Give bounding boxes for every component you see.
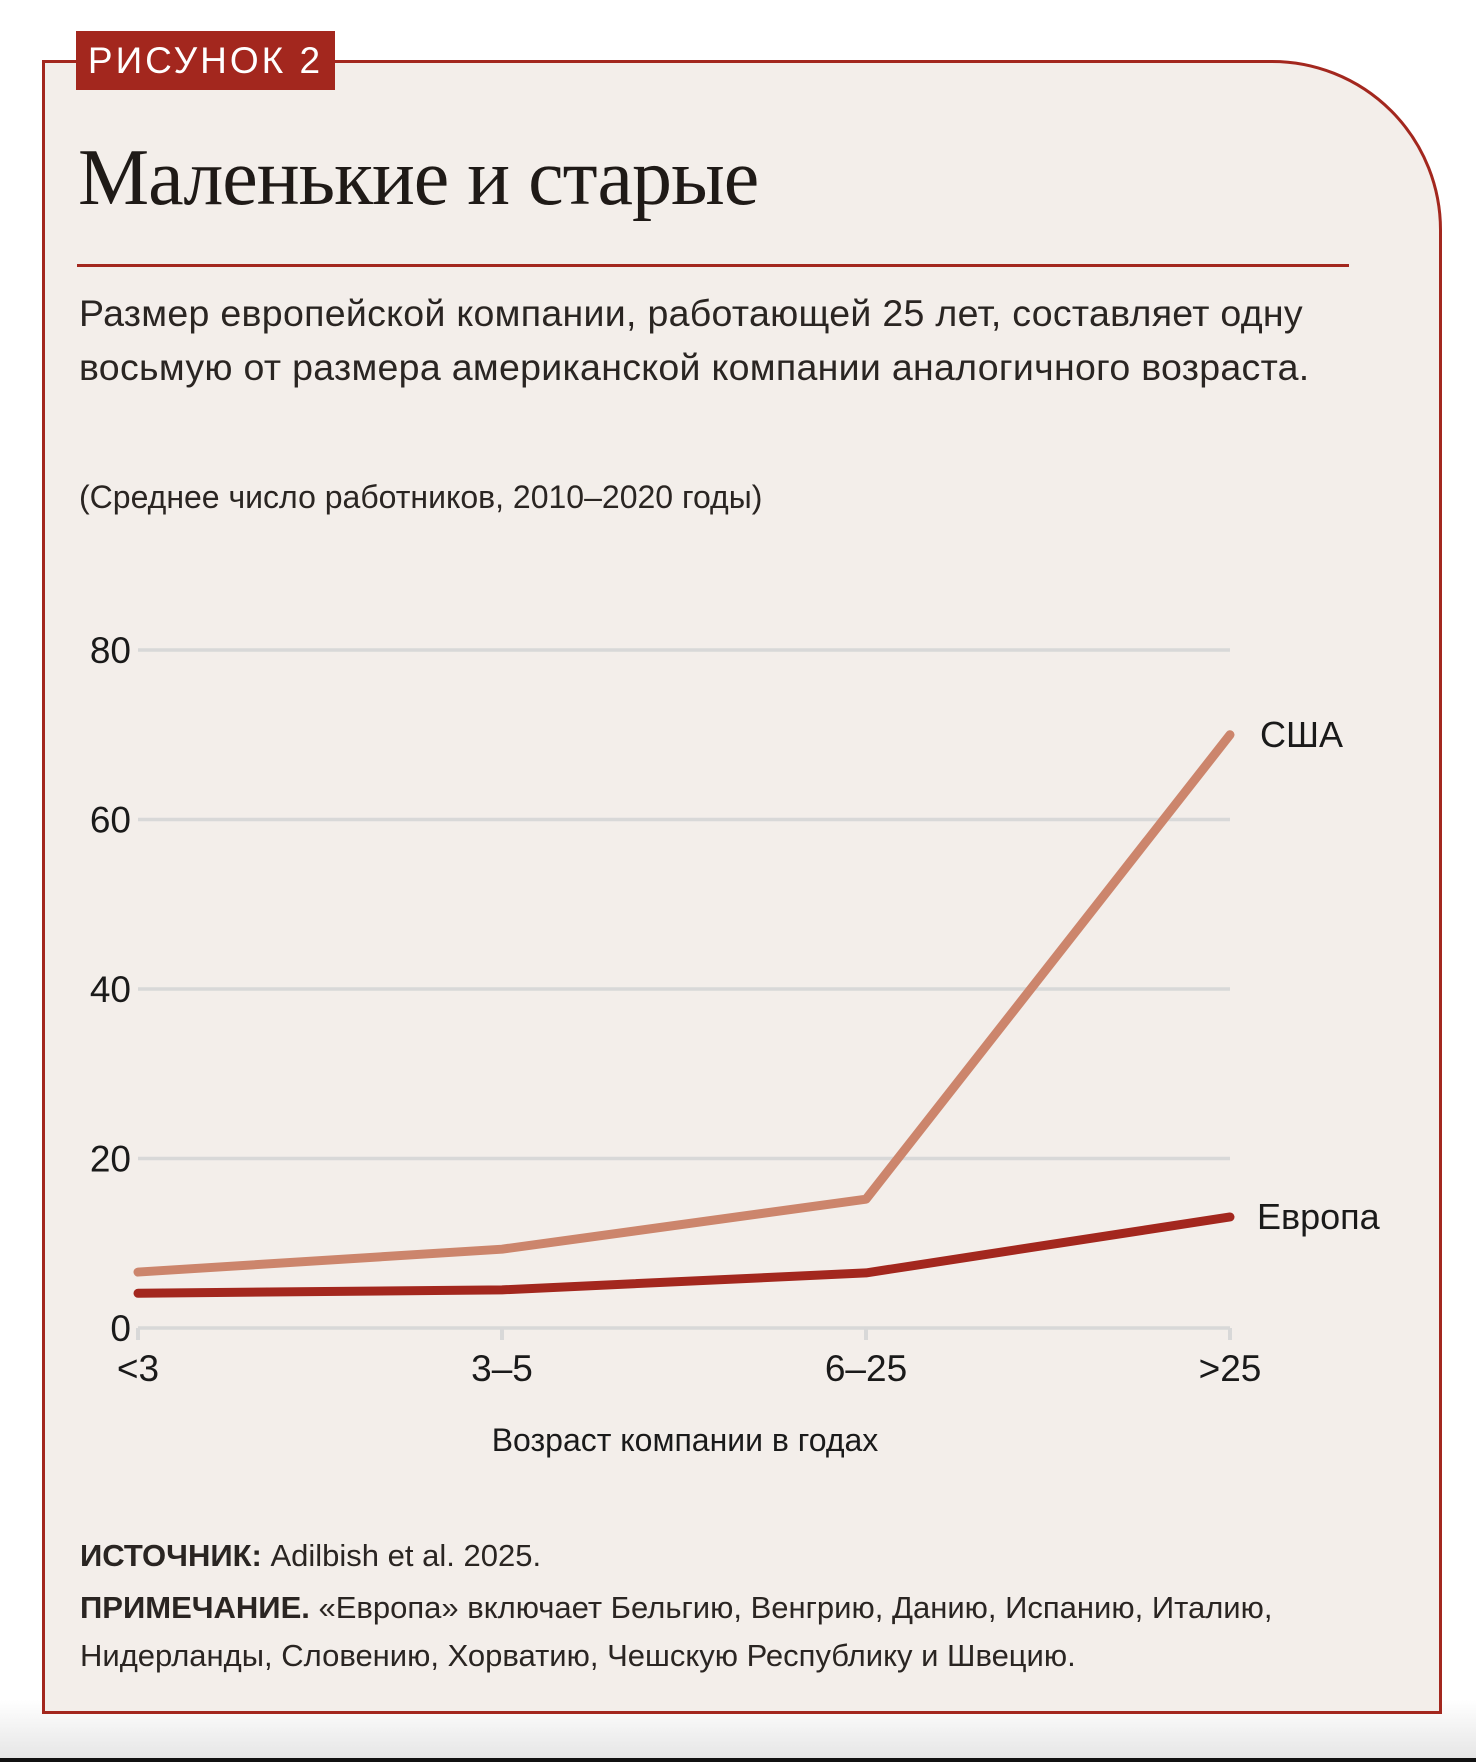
note-line: ПРИМЕЧАНИЕ. «Европа» включает Бельгию, В…: [80, 1584, 1420, 1680]
series-lines: [133, 730, 1235, 1298]
y-tick-label: 60: [90, 800, 131, 841]
source-line: ИСТОЧНИК: Adilbish et al. 2025.: [80, 1532, 1420, 1580]
figure-footer: ИСТОЧНИК: Adilbish et al. 2025. ПРИМЕЧАН…: [80, 1532, 1420, 1680]
bottom-edge: [0, 1758, 1476, 1762]
series-line-usa: [133, 730, 1235, 1277]
x-tick-label: 3–5: [471, 1348, 533, 1389]
title-rule: [77, 264, 1349, 267]
x-tick-label: >25: [1199, 1348, 1262, 1389]
note-text: «Европа» включает Бельгию, Венгрию, Дани…: [80, 1590, 1273, 1673]
source-label: ИСТОЧНИК:: [80, 1538, 262, 1573]
figure-title: Маленькие и старые: [78, 134, 759, 222]
x-axis: <3 3–5 6–25 >25: [117, 1326, 1262, 1389]
y-tick-label: 0: [110, 1308, 131, 1349]
series-label-europe: Европа: [1257, 1196, 1381, 1237]
line-chart: 0 20 40 60 80 <3 3–5 6–25 >25 США Европа Возраст…: [90, 630, 1381, 1458]
figure-tag: РИСУНОК 2: [76, 31, 335, 90]
x-tick-label: <3: [117, 1348, 159, 1389]
figure-panel: [42, 60, 1442, 1714]
units-note: (Среднее число работников, 2010–2020 год…: [79, 479, 763, 515]
note-label: ПРИМЕЧАНИЕ.: [80, 1590, 310, 1625]
series-label-usa: США: [1260, 714, 1343, 755]
figure-subtitle: Размер европейской компании, работающей …: [79, 292, 1310, 388]
y-tick-label: 40: [90, 969, 131, 1010]
source-text: Adilbish et al. 2025.: [261, 1538, 542, 1573]
series-line-europe: [133, 1212, 1235, 1298]
grid-lines: [138, 648, 1230, 1161]
x-tick-label: 6–25: [825, 1348, 907, 1389]
x-axis-title: Возраст компании в годах: [492, 1422, 879, 1458]
y-tick-labels: 0 20 40 60 80: [90, 630, 131, 1349]
series-labels: США Европа: [1257, 714, 1381, 1237]
y-tick-label: 20: [90, 1139, 131, 1180]
y-tick-label: 80: [90, 630, 131, 671]
